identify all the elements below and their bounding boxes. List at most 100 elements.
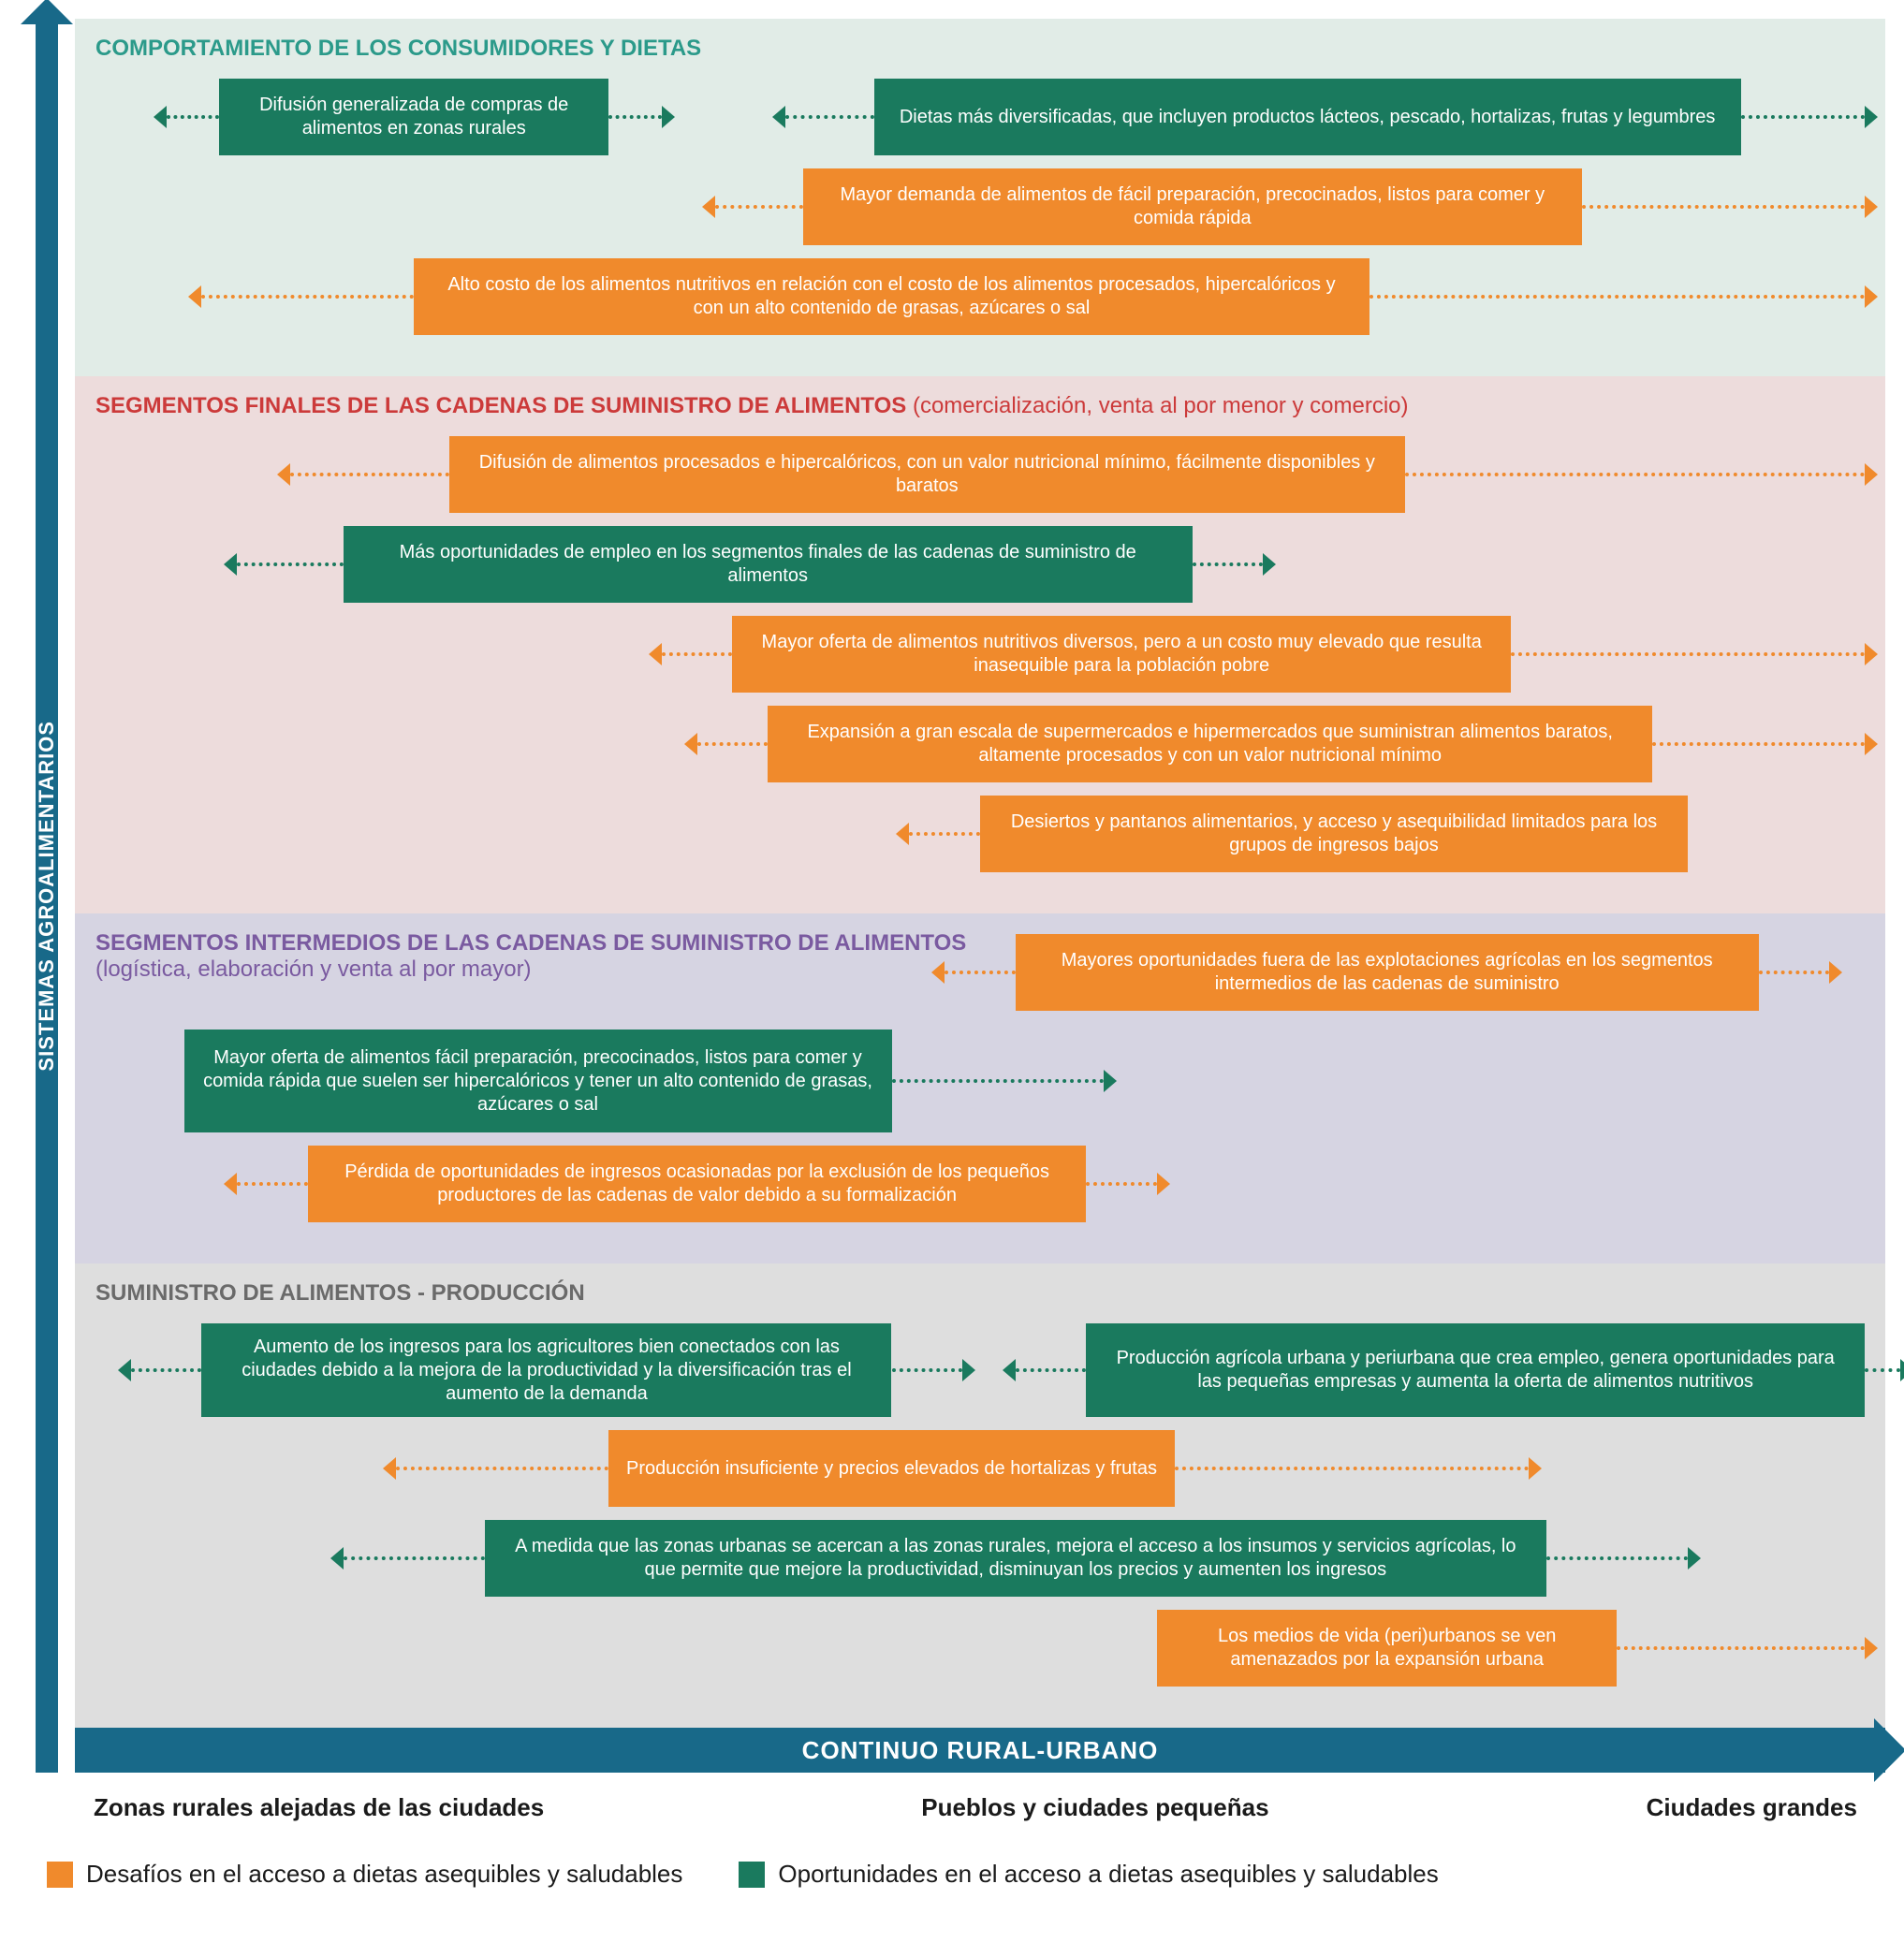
legend-swatch-challenge [47, 1862, 73, 1888]
challenge-box: Pérdida de oportunidades de ingresos oca… [308, 1146, 1087, 1222]
section-production: SUMINISTRO DE ALIMENTOS - PRODUCCIÓNAume… [75, 1263, 1885, 1728]
x-axis-arrowhead [1874, 1718, 1904, 1782]
challenge-box: Los medios de vida (peri)urbanos se ven … [1157, 1610, 1617, 1687]
arrow-left [131, 1368, 202, 1372]
arrow-head-left [383, 1457, 396, 1480]
arrow-right [1865, 1368, 1900, 1372]
section-title: COMPORTAMIENTO DE LOS CONSUMIDORES Y DIE… [95, 36, 1865, 62]
arrow-left [344, 1556, 485, 1560]
challenge-box: Alto costo de los alimentos nutritivos e… [414, 258, 1369, 335]
arrow-right [608, 115, 662, 119]
arrow-head-right [1865, 106, 1878, 128]
arrow-left [785, 115, 874, 119]
row: A medida que las zonas urbanas se acerca… [95, 1520, 1865, 1597]
arrow-right [1193, 562, 1264, 566]
arrow-head-left [649, 643, 662, 665]
row: Producción insuficiente y precios elevad… [95, 1430, 1865, 1507]
legend-challenge: Desafíos en el acceso a dietas asequible… [47, 1860, 682, 1889]
row: Desiertos y pantanos alimentarios, y acc… [95, 796, 1865, 872]
arrow-right [1405, 473, 1865, 476]
row: Difusión generalizada de compras de alim… [95, 79, 1865, 155]
diagram: SISTEMAS AGROALIMENTARIOS COMPORTAMIENTO… [19, 19, 1885, 1773]
arrow-head-left [188, 285, 201, 308]
arrow-head-right [1688, 1547, 1701, 1570]
x-axis-label: CONTINUO RURAL-URBANO [802, 1736, 1159, 1765]
row: Pérdida de oportunidades de ingresos oca… [95, 1146, 1865, 1222]
arrow-head-left [772, 106, 785, 128]
arrow-right [1369, 295, 1865, 299]
arrow-right [892, 1079, 1105, 1083]
row: Mayor oferta de alimentos nutritivos div… [95, 616, 1865, 693]
row: Mayor oferta de alimentos fácil preparac… [95, 1030, 1865, 1132]
row: Más oportunidades de empleo en los segme… [95, 526, 1865, 603]
challenge-box: Difusión de alimentos procesados e hiper… [449, 436, 1405, 513]
x-tick-label: Pueblos y ciudades pequeñas [921, 1793, 1268, 1822]
arrow-left [167, 115, 220, 119]
arrow-right [1617, 1646, 1865, 1650]
arrow-left [715, 205, 804, 209]
row: Los medios de vida (peri)urbanos se ven … [95, 1610, 1865, 1687]
row: Aumento de los ingresos para los agricul… [95, 1323, 1865, 1417]
arrow-head-right [662, 106, 675, 128]
x-tick-label: Zonas rurales alejadas de las ciudades [94, 1793, 544, 1822]
row: Difusión de alimentos procesados e hiper… [95, 436, 1865, 513]
x-tick-label: Ciudades grandes [1647, 1793, 1857, 1822]
row: Alto costo de los alimentos nutritivos e… [95, 258, 1865, 335]
opportunity-box: Más oportunidades de empleo en los segme… [344, 526, 1193, 603]
arrow-head-right [1829, 961, 1842, 984]
arrow-left [662, 652, 733, 656]
arrow-head-right [1865, 1637, 1878, 1659]
x-axis-ticks: Zonas rurales alejadas de las ciudades Pu… [19, 1773, 1885, 1822]
challenge-box: Expansión a gran escala de supermercados… [768, 706, 1652, 782]
section-title: SEGMENTOS FINALES DE LAS CADENAS DE SUMI… [95, 393, 1865, 419]
arrow-head-left [277, 463, 290, 486]
arrow-left [697, 742, 769, 746]
opportunity-box: Difusión generalizada de compras de alim… [219, 79, 608, 155]
section-consumers: COMPORTAMIENTO DE LOS CONSUMIDORES Y DIE… [75, 19, 1885, 376]
arrow-head-right [1104, 1070, 1117, 1092]
arrow-left [909, 832, 980, 836]
arrow-head-right [1900, 1359, 1904, 1381]
section-midstream: SEGMENTOS INTERMEDIOS DE LAS CADENAS DE … [75, 913, 1885, 1263]
arrow-left [237, 562, 343, 566]
arrow-head-left [224, 1173, 237, 1195]
arrow-head-left [154, 106, 167, 128]
arrow-right [1175, 1467, 1529, 1470]
arrow-right [892, 1368, 963, 1372]
arrow-right [1546, 1556, 1688, 1560]
arrow-right [1086, 1182, 1157, 1186]
opportunity-box: Producción agrícola urbana y periurbana … [1086, 1323, 1865, 1417]
arrow-head-left [684, 733, 697, 755]
row: Mayores oportunidades fuera de las explo… [95, 934, 1865, 1011]
section-downstream: SEGMENTOS FINALES DE LAS CADENAS DE SUMI… [75, 376, 1885, 913]
arrow-head-left [896, 823, 909, 845]
y-axis: SISTEMAS AGROALIMENTARIOS [19, 19, 75, 1773]
arrow-head-right [1865, 285, 1878, 308]
arrow-head-right [1157, 1173, 1170, 1195]
legend-opportunity: Oportunidades en el acceso a dietas aseq… [739, 1860, 1438, 1889]
arrow-right [1652, 742, 1865, 746]
arrow-head-left [931, 961, 945, 984]
arrow-left [396, 1467, 608, 1470]
challenge-box: Mayores oportunidades fuera de las explo… [1016, 934, 1759, 1011]
arrow-head-left [118, 1359, 131, 1381]
arrow-left [201, 295, 414, 299]
arrow-head-left [1003, 1359, 1016, 1381]
arrow-head-left [702, 196, 715, 218]
legend-challenge-label: Desafíos en el acceso a dietas asequible… [86, 1860, 682, 1889]
arrow-left [290, 473, 449, 476]
challenge-box: Mayor demanda de alimentos de fácil prep… [803, 168, 1582, 245]
challenge-box: Producción insuficiente y precios elevad… [608, 1430, 1175, 1507]
arrow-head-right [1529, 1457, 1542, 1480]
arrow-head-right [1865, 643, 1878, 665]
opportunity-box: Dietas más diversificadas, que incluyen … [874, 79, 1741, 155]
opportunity-box: Aumento de los ingresos para los agricul… [201, 1323, 891, 1417]
arrow-left [945, 971, 1016, 974]
arrow-head-right [1865, 733, 1878, 755]
arrow-right [1511, 652, 1865, 656]
y-axis-label: SISTEMAS AGROALIMENTARIOS [35, 721, 59, 1072]
legend: Desafíos en el acceso a dietas asequible… [19, 1822, 1885, 1889]
arrow-head-right [962, 1359, 975, 1381]
arrow-left [237, 1182, 308, 1186]
opportunity-box: Mayor oferta de alimentos fácil preparac… [184, 1030, 892, 1132]
